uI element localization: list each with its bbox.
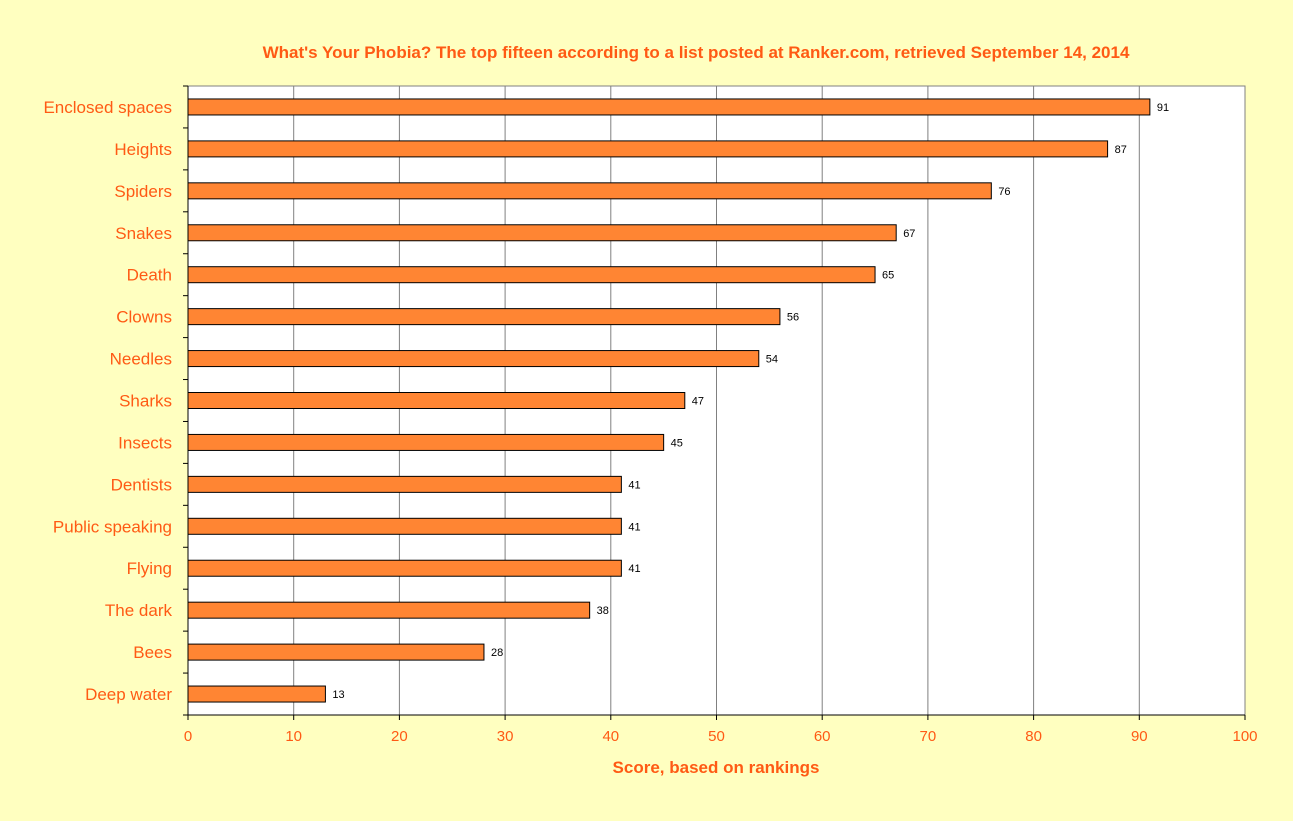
bar-needles bbox=[187, 350, 760, 368]
value-label-enclosed-spaces: 91 bbox=[1157, 102, 1169, 114]
category-label-deep-water: Deep water bbox=[85, 685, 172, 704]
category-label-public-speaking: Public speaking bbox=[53, 517, 172, 536]
category-label-enclosed-spaces: Enclosed spaces bbox=[43, 98, 172, 117]
value-label-snakes: 67 bbox=[903, 228, 915, 240]
category-label-the-dark: The dark bbox=[105, 601, 173, 620]
value-label-death: 65 bbox=[882, 270, 894, 282]
value-label-clowns: 56 bbox=[787, 312, 799, 324]
x-tick-label-40: 40 bbox=[602, 728, 619, 745]
value-label-spiders: 76 bbox=[998, 186, 1010, 198]
bar-flying bbox=[187, 559, 622, 577]
bars bbox=[187, 98, 1151, 703]
bar-heights bbox=[187, 140, 1109, 158]
x-tick-label-100: 100 bbox=[1232, 728, 1257, 745]
value-label-the-dark: 38 bbox=[597, 605, 609, 617]
category-labels: Enclosed spaces Heights Spiders Snakes Death… bbox=[43, 98, 172, 704]
x-tick-label-60: 60 bbox=[814, 728, 831, 745]
value-label-flying: 41 bbox=[628, 563, 640, 575]
category-label-bees: Bees bbox=[133, 643, 172, 662]
bar-insects bbox=[187, 433, 665, 451]
x-tick-label-30: 30 bbox=[497, 728, 514, 745]
x-axis-title: Score, based on rankings bbox=[613, 758, 820, 777]
bar-bees bbox=[187, 643, 485, 661]
y-axis-ticks bbox=[183, 85, 188, 716]
category-label-flying: Flying bbox=[127, 559, 172, 578]
category-label-needles: Needles bbox=[110, 350, 172, 369]
chart-title: What's Your Phobia? The top fifteen acco… bbox=[263, 43, 1130, 62]
x-tick-label-80: 80 bbox=[1025, 728, 1042, 745]
x-tick-label-0: 0 bbox=[184, 728, 192, 745]
bar-clowns bbox=[187, 308, 781, 326]
value-label-dentists: 41 bbox=[628, 479, 640, 491]
value-label-needles: 54 bbox=[766, 354, 778, 366]
bar-enclosed-spaces bbox=[187, 98, 1151, 116]
x-tick-label-10: 10 bbox=[285, 728, 302, 745]
bar-the-dark bbox=[187, 601, 591, 619]
category-label-clowns: Clowns bbox=[116, 308, 172, 327]
x-tick-label-70: 70 bbox=[920, 728, 937, 745]
bar-deep-water bbox=[187, 685, 326, 703]
x-tick-label-90: 90 bbox=[1131, 728, 1148, 745]
category-label-snakes: Snakes bbox=[115, 224, 172, 243]
category-label-insects: Insects bbox=[118, 433, 172, 452]
bar-dentists bbox=[187, 475, 622, 493]
bar-snakes bbox=[187, 224, 897, 242]
value-label-public-speaking: 41 bbox=[628, 521, 640, 533]
x-tick-label-50: 50 bbox=[708, 728, 725, 745]
x-tick-labels: 0 10 20 30 40 50 60 70 80 90 100 bbox=[184, 715, 1258, 745]
category-label-spiders: Spiders bbox=[114, 182, 172, 201]
value-label-deep-water: 13 bbox=[332, 689, 344, 701]
value-label-heights: 87 bbox=[1115, 144, 1127, 156]
bar-death bbox=[187, 266, 876, 284]
category-label-heights: Heights bbox=[114, 140, 172, 159]
value-labels: 91 87 76 67 65 56 54 47 45 41 41 41 38 28 13 bbox=[332, 102, 1169, 701]
bar-spiders bbox=[187, 182, 992, 200]
x-tick-label-20: 20 bbox=[391, 728, 408, 745]
bar-public-speaking bbox=[187, 517, 622, 535]
category-label-death: Death bbox=[127, 266, 172, 285]
value-label-insects: 45 bbox=[671, 437, 683, 449]
value-label-bees: 28 bbox=[491, 647, 503, 659]
category-label-sharks: Sharks bbox=[119, 392, 172, 411]
category-label-dentists: Dentists bbox=[111, 475, 172, 494]
value-label-sharks: 47 bbox=[692, 396, 704, 408]
bar-sharks bbox=[187, 392, 686, 409]
